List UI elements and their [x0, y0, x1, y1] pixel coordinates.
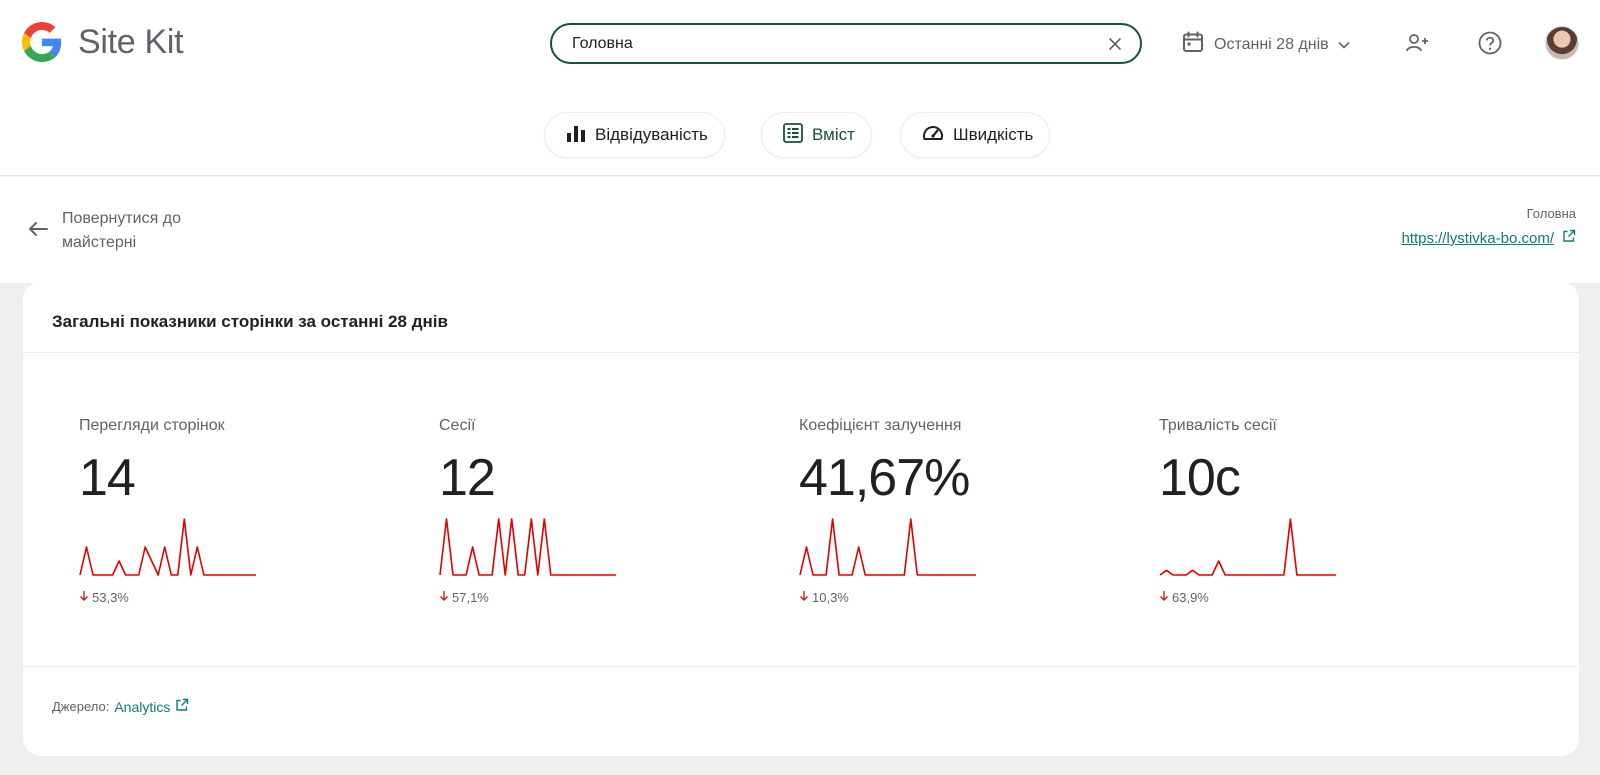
speedometer-icon — [921, 122, 945, 149]
metric-change-value: 63,9% — [1172, 590, 1209, 605]
tab-traffic[interactable]: Відвідуваність — [544, 112, 725, 158]
metric-change-value: 10,3% — [812, 590, 849, 605]
bar-chart-icon — [565, 122, 587, 149]
arrow-down-icon — [439, 590, 449, 605]
tab-label: Швидкість — [953, 125, 1034, 144]
external-link-icon[interactable] — [175, 698, 189, 715]
arrow-left-icon — [26, 217, 50, 246]
help-icon[interactable] — [1475, 28, 1505, 58]
entity-url-link[interactable]: https://lystivka-bo.com/ — [1401, 230, 1554, 247]
metric-value: 14 — [79, 449, 136, 507]
add-user-icon[interactable] — [1402, 28, 1432, 58]
google-g-icon — [22, 22, 62, 62]
entity-title: Головна — [1526, 206, 1576, 221]
page-metrics-card: Загальні показники сторінки за останні 2… — [23, 282, 1579, 756]
analytics-source-link[interactable]: Analytics — [114, 698, 171, 715]
metric-engagement-rate: Коефіцієнт залучення 41,67% 10,3% — [799, 416, 1099, 605]
sparkline — [799, 518, 976, 576]
card-title: Загальні показники сторінки за останні 2… — [52, 312, 448, 331]
site-header: Site Kit Останні 28 днів Відвідуваність — [0, 0, 1600, 176]
metric-label: Сесії — [439, 417, 476, 434]
metric-change: 53,3% — [79, 590, 379, 605]
metric-session-duration: Тривалість сесії 10с 63,9% — [1159, 416, 1459, 605]
calendar-icon — [1181, 30, 1205, 59]
metric-value: 10с — [1159, 449, 1241, 507]
metric-change-value: 53,3% — [92, 590, 129, 605]
chevron-down-icon — [1338, 36, 1350, 54]
content-list-icon — [782, 122, 804, 149]
sparkline-series — [79, 518, 256, 576]
sparkline — [439, 518, 616, 576]
entity-header: Повернутися до майстерні Головна https:/… — [0, 177, 1600, 283]
tab-label: Вміст — [812, 125, 855, 144]
tab-content[interactable]: Вміст — [761, 112, 872, 158]
metric-change: 57,1% — [439, 590, 739, 605]
card-divider-top — [23, 352, 1579, 353]
card-divider-bottom — [23, 666, 1579, 667]
search-box[interactable] — [550, 23, 1142, 64]
date-range-selector[interactable]: Останні 28 днів — [1181, 30, 1350, 59]
metric-value: 12 — [439, 449, 496, 507]
back-to-dashboard-button[interactable]: Повернутися до майстерні — [26, 207, 212, 255]
arrow-down-icon — [799, 590, 809, 605]
metric-label: Перегляди сторінок — [79, 417, 225, 434]
sparkline-series — [799, 518, 976, 576]
sparkline-series — [1159, 518, 1336, 576]
app-name: Site Kit — [78, 23, 184, 61]
card-source: Джерело: Analytics — [52, 698, 189, 715]
metric-label: Тривалість сесії — [1159, 417, 1277, 434]
tab-label: Відвідуваність — [595, 125, 708, 144]
external-link-icon[interactable] — [1562, 229, 1576, 248]
arrow-down-icon — [1159, 590, 1169, 605]
sparkline-series — [439, 518, 616, 576]
entity-info: Головна https://lystivka-bo.com/ — [1401, 205, 1576, 248]
user-avatar[interactable] — [1545, 26, 1579, 60]
sparkline — [1159, 518, 1336, 576]
source-label: Джерело: — [52, 699, 110, 714]
metric-change-value: 57,1% — [452, 590, 489, 605]
back-label: Повернутися до майстерні — [62, 210, 181, 251]
metric-change: 10,3% — [799, 590, 1099, 605]
arrow-down-icon — [79, 590, 89, 605]
site-kit-logo[interactable]: Site Kit — [22, 22, 184, 62]
entity-url-row: https://lystivka-bo.com/ — [1401, 229, 1576, 248]
metric-value: 41,67% — [799, 449, 970, 507]
sparkline — [79, 518, 256, 576]
metric-change: 63,9% — [1159, 590, 1459, 605]
tab-speed[interactable]: Швидкість — [900, 112, 1051, 158]
clear-icon[interactable] — [1106, 35, 1124, 53]
metric-pageviews: Перегляди сторінок 14 53,3% — [79, 416, 379, 605]
dashboard-nav: Відвідуваність Вміст Швидкість — [0, 112, 1600, 158]
metric-sessions: Сесії 12 57,1% — [439, 416, 739, 605]
date-range-label: Останні 28 днів — [1214, 35, 1329, 53]
search-input[interactable] — [572, 34, 1106, 53]
metric-label: Коефіцієнт залучення — [799, 417, 962, 434]
